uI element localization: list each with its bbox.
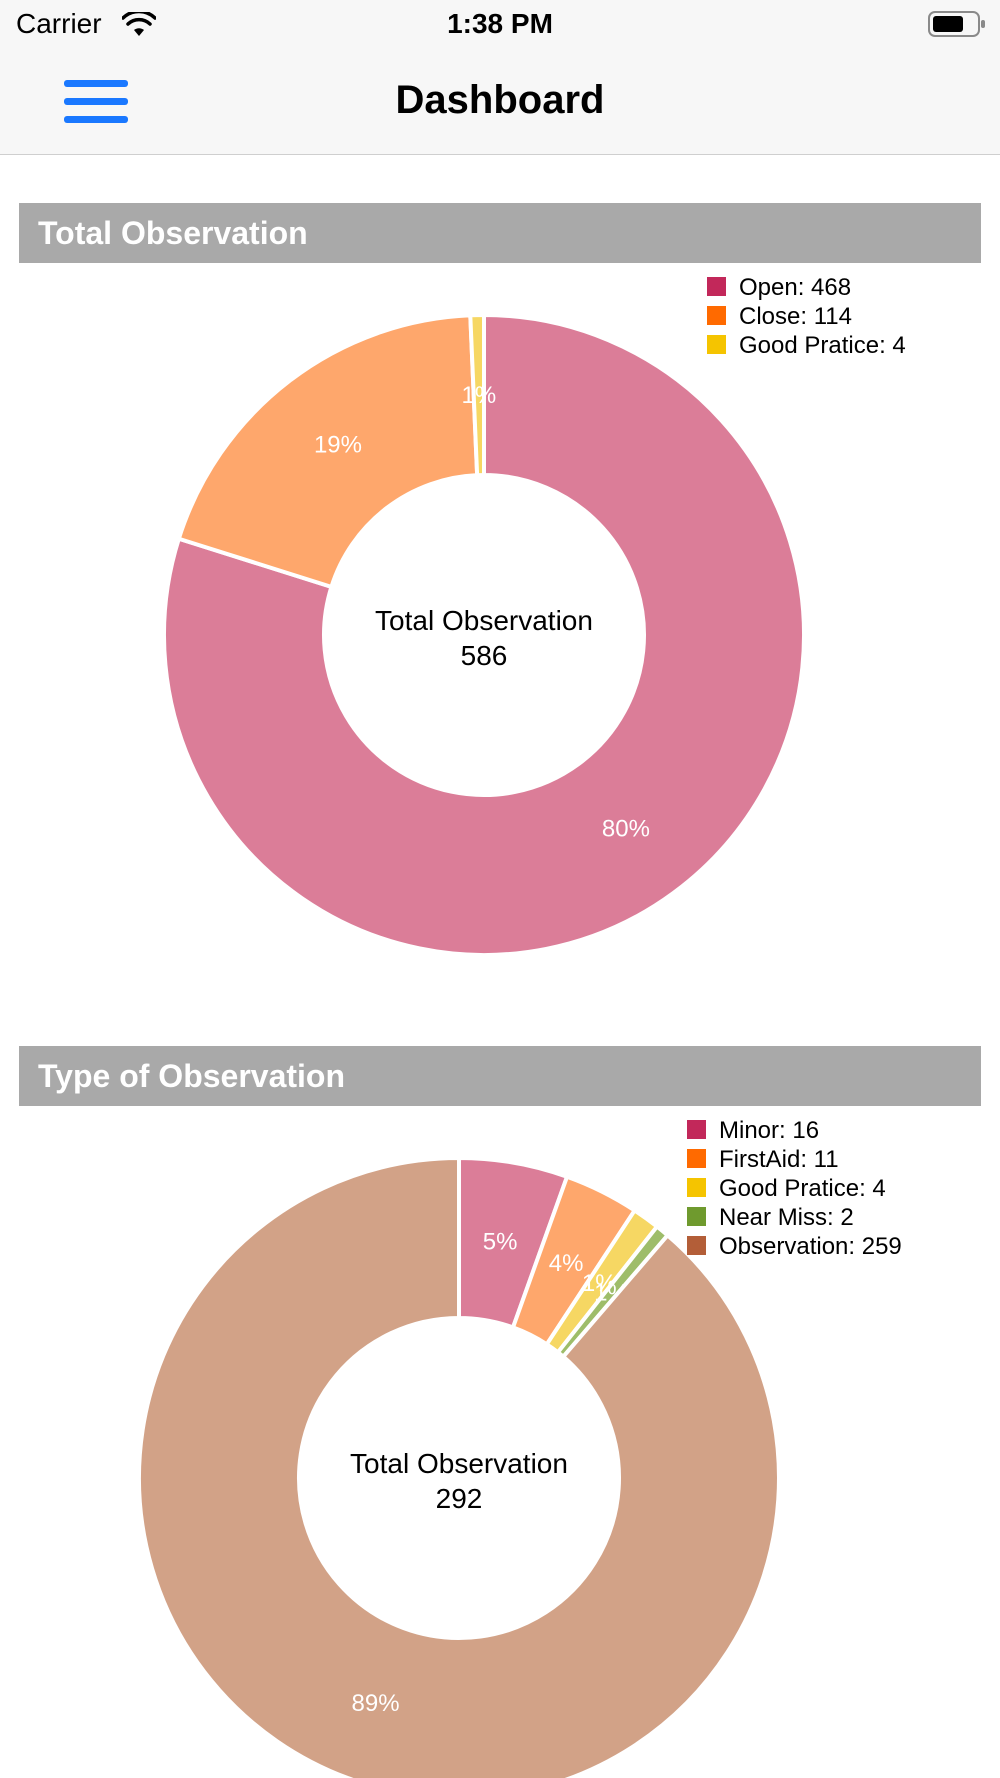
hamburger-menu-icon [64, 80, 128, 123]
legend-label-near-miss: Near Miss: 2 [719, 1204, 854, 1231]
percent-label-open: 80% [602, 816, 650, 843]
donut-slice-close [176, 313, 480, 590]
legend-swatch-observation [687, 1236, 706, 1255]
percent-label-observation: 89% [352, 1690, 400, 1717]
legend-label-firstaid: FirstAid: 11 [719, 1146, 839, 1173]
legend-label-open: Open: 468 [739, 274, 851, 301]
total-observation-donut-chart: 80% 19% 1% Total Observation 586 Open: 468Clo… [162, 274, 906, 957]
donut-slice-open [162, 312, 806, 957]
menu-button[interactable] [64, 77, 128, 127]
total-observation-header: Total Observation [19, 203, 981, 263]
legend-swatch-firstaid [687, 1149, 706, 1168]
legend-swatch-good-pratice [707, 335, 726, 354]
percent-label-firstaid: 4% [549, 1250, 584, 1277]
legend-label-observation: Observation: 259 [719, 1233, 902, 1260]
center-label: Total Observation [350, 1448, 568, 1479]
legend-swatch-good-pratice [687, 1178, 706, 1197]
battery-icon [928, 11, 985, 37]
center-label: Total Observation [375, 605, 593, 636]
donut-slice-observation [137, 1155, 781, 1778]
carrier-label: Carrier [16, 8, 102, 39]
center-value: 586 [461, 640, 508, 671]
legend-label-minor: Minor: 16 [719, 1117, 819, 1144]
percent-label-close: 19% [314, 432, 362, 459]
legend-swatch-open [707, 277, 726, 296]
percent-label-good-pratice: 1% [462, 382, 497, 409]
legend-label-good-pratice: Good Pratice: 4 [719, 1175, 886, 1202]
donut-slice-good-pratice [468, 312, 486, 478]
legend-swatch-close [707, 306, 726, 325]
legend-swatch-near-miss [687, 1207, 706, 1226]
nav-bar: Dashboard [0, 52, 1000, 155]
type-of-observation-header: Type of Observation [19, 1046, 981, 1106]
status-time: 1:38 PM [447, 8, 553, 39]
wifi-icon [122, 12, 156, 36]
legend-label-close: Close: 114 [739, 303, 852, 330]
center-value: 292 [436, 1483, 483, 1514]
page-title: Dashboard [395, 78, 605, 122]
percent-label-minor: 5% [483, 1229, 518, 1256]
legend-label-good-pratice: Good Pratice: 4 [739, 332, 906, 359]
status-bar: Carrier 1:38 PM [0, 0, 1000, 52]
legend-swatch-minor [687, 1120, 706, 1139]
